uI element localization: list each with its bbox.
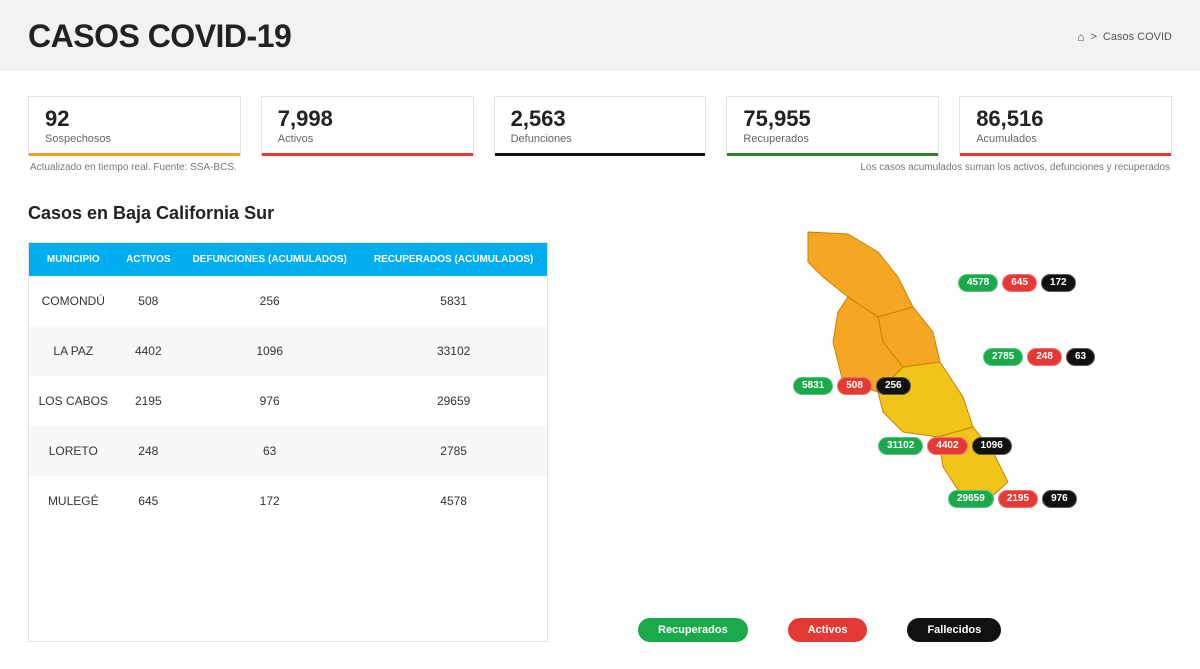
map-badge-black: 256 [876, 377, 911, 395]
map-badge-green: 2785 [983, 348, 1023, 366]
table-row: LA PAZ4402109633102 [29, 326, 547, 376]
table-cell: 172 [179, 476, 360, 526]
stat-value: 7,998 [278, 107, 457, 131]
map-badge-red: 508 [837, 377, 872, 395]
col-recuperados: RECUPERADOS (ACUMULADOS) [360, 243, 547, 276]
card-acumulados: 86,516 Acumulados [959, 96, 1172, 156]
lower-row: MUNICIPIO ACTIVOS DEFUNCIONES (ACUMULADO… [28, 242, 1172, 642]
table-cell: 508 [118, 276, 179, 326]
map-badge-black: 63 [1066, 348, 1095, 366]
card-defunciones: 2,563 Defunciones [494, 96, 707, 156]
stat-cards: 92 Sospechosos 7,998 Activos 2,563 Defun… [28, 96, 1172, 156]
breadcrumb: ⌂ > Casos COVID [1077, 30, 1172, 44]
map-badge-red: 2195 [998, 490, 1038, 508]
home-icon[interactable]: ⌂ [1077, 30, 1084, 44]
map-area: 4578645172 278524863 5831508256 311024402 10… [578, 242, 1172, 642]
col-defunciones: DEFUNCIONES (ACUMULADOS) [179, 243, 360, 276]
stat-label: Activos [278, 133, 457, 145]
map-badge-row: 311024402 1096 [878, 437, 1012, 455]
bcs-map [678, 222, 1058, 522]
map-badge-row: 296592195976 [948, 490, 1077, 508]
col-municipio: MUNICIPIO [29, 243, 118, 276]
map-badge-red: 248 [1027, 348, 1062, 366]
stat-label: Sospechosos [45, 133, 224, 145]
stat-label: Acumulados [976, 133, 1155, 145]
municipio-table: MUNICIPIO ACTIVOS DEFUNCIONES (ACUMULADO… [28, 242, 548, 642]
table-row: MULEGÉ6451724578 [29, 476, 547, 526]
stat-label: Defunciones [511, 133, 690, 145]
stat-value: 86,516 [976, 107, 1155, 131]
stat-value: 2,563 [511, 107, 690, 131]
footnote-right: Los casos acumulados suman los activos, … [860, 162, 1170, 173]
table-cell: COMONDÚ [29, 276, 118, 326]
table-cell: 5831 [360, 276, 547, 326]
map-badge-green: 4578 [958, 274, 998, 292]
table-cell: 256 [179, 276, 360, 326]
card-footnotes: Actualizado en tiempo real. Fuente: SSA-… [28, 162, 1172, 173]
table-cell: 645 [118, 476, 179, 526]
table-cell: 2785 [360, 426, 547, 476]
map-badge-black: 1096 [972, 437, 1012, 455]
section-title: Casos en Baja California Sur [28, 203, 1172, 224]
table-cell: LOS CABOS [29, 376, 118, 426]
map-badge-row: 278524863 [983, 348, 1095, 366]
col-activos: ACTIVOS [118, 243, 179, 276]
stat-label: Recuperados [743, 133, 922, 145]
map-badge-black: 172 [1041, 274, 1076, 292]
footnote-left: Actualizado en tiempo real. Fuente: SSA-… [30, 162, 237, 173]
table-row: LOS CABOS219597629659 [29, 376, 547, 426]
breadcrumb-current: Casos COVID [1103, 31, 1172, 43]
page-title: CASOS COVID-19 [28, 18, 291, 55]
table-cell: 248 [118, 426, 179, 476]
map-badge-green: 31102 [878, 437, 923, 455]
table-row: COMONDÚ5082565831 [29, 276, 547, 326]
card-recuperados: 75,955 Recuperados [726, 96, 939, 156]
map-badge-red: 645 [1002, 274, 1037, 292]
map-region-mulege [808, 232, 913, 317]
map-badge-green: 5831 [793, 377, 833, 395]
map-badge-green: 29659 [948, 490, 994, 508]
breadcrumb-sep: > [1090, 31, 1096, 43]
table-cell: MULEGÉ [29, 476, 118, 526]
map-badge-red: 4402 [927, 437, 967, 455]
stat-value: 75,955 [743, 107, 922, 131]
table-cell: 4402 [118, 326, 179, 376]
table-cell: 33102 [360, 326, 547, 376]
map-badge-black: 976 [1042, 490, 1077, 508]
table-cell: 4578 [360, 476, 547, 526]
map-badge-row: 4578645172 [958, 274, 1076, 292]
table-cell: LA PAZ [29, 326, 118, 376]
legend-activos[interactable]: Activos [788, 618, 868, 642]
page-header: CASOS COVID-19 ⌂ > Casos COVID [0, 0, 1200, 69]
table-cell: 976 [179, 376, 360, 426]
card-sospechosos: 92 Sospechosos [28, 96, 241, 156]
table-body: COMONDÚ5082565831LA PAZ4402109633102LOS … [29, 276, 547, 526]
table-cell: 29659 [360, 376, 547, 426]
table-row: LORETO248632785 [29, 426, 547, 476]
table-cell: 1096 [179, 326, 360, 376]
stat-value: 92 [45, 107, 224, 131]
legend-fallecidos[interactable]: Fallecidos [907, 618, 1001, 642]
map-legend: Recuperados Activos Fallecidos [638, 618, 1001, 642]
table-cell: 63 [179, 426, 360, 476]
content-panel: 92 Sospechosos 7,998 Activos 2,563 Defun… [0, 69, 1200, 669]
map-badge-row: 5831508256 [793, 377, 911, 395]
card-activos: 7,998 Activos [261, 96, 474, 156]
table-cell: 2195 [118, 376, 179, 426]
table-head: MUNICIPIO ACTIVOS DEFUNCIONES (ACUMULADO… [29, 243, 547, 276]
table-cell: LORETO [29, 426, 118, 476]
legend-recuperados[interactable]: Recuperados [638, 618, 748, 642]
table: MUNICIPIO ACTIVOS DEFUNCIONES (ACUMULADO… [29, 243, 547, 526]
